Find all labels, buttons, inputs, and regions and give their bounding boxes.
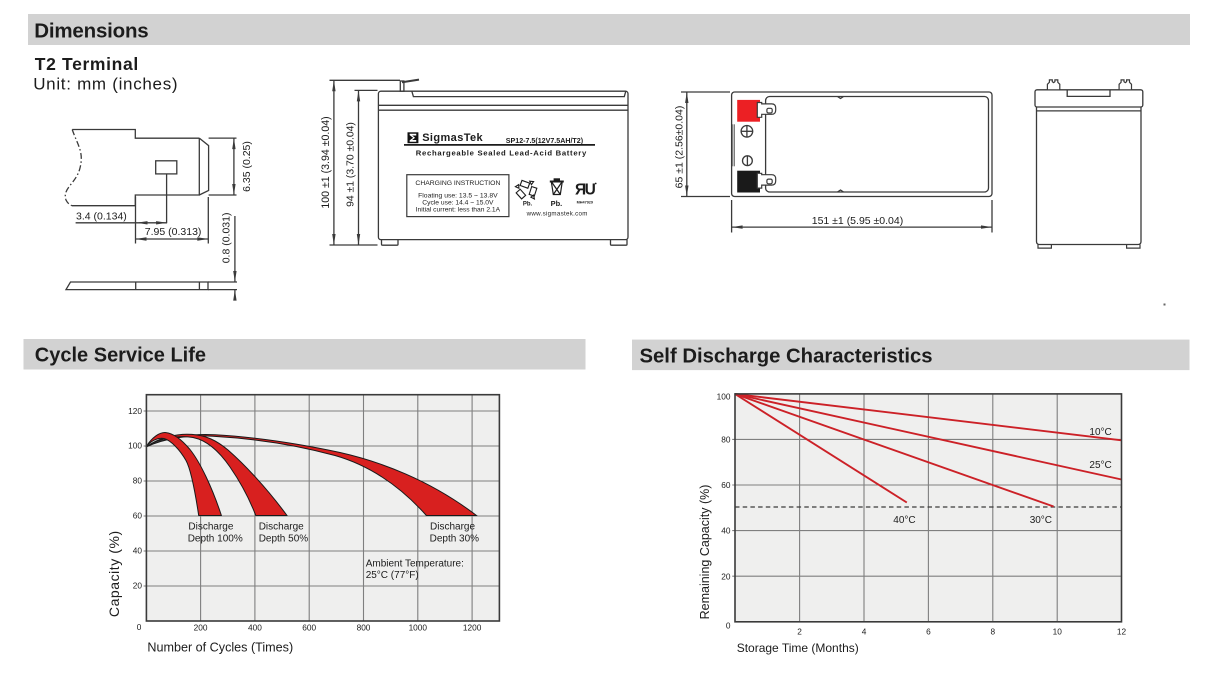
svg-text:MH47929: MH47929 xyxy=(577,201,593,205)
svg-text:ЯU: ЯU xyxy=(575,182,596,199)
svg-text:40°C: 40°C xyxy=(893,515,915,526)
svg-text:Ambient Temperature:: Ambient Temperature: xyxy=(366,559,464,570)
svg-text:100: 100 xyxy=(717,392,731,402)
svg-text:6.35 (0.25): 6.35 (0.25) xyxy=(241,141,253,192)
svg-text:SP12-7.5(12V7.5AH/T2): SP12-7.5(12V7.5AH/T2) xyxy=(506,137,584,145)
svg-text:1200: 1200 xyxy=(463,623,482,633)
svg-text:8: 8 xyxy=(990,627,995,637)
svg-text:20: 20 xyxy=(721,571,731,581)
svg-text:Self Discharge Characteristics: Self Discharge Characteristics xyxy=(640,346,933,368)
svg-text:Initial current: less than 2.1: Initial current: less than 2.1A xyxy=(416,206,501,213)
svg-text:Pb.: Pb. xyxy=(551,199,563,208)
svg-text:Depth 100%: Depth 100% xyxy=(188,534,243,545)
svg-text:100: 100 xyxy=(128,440,142,450)
svg-text:60: 60 xyxy=(721,480,731,490)
svg-text:20: 20 xyxy=(133,580,143,590)
svg-text:3.4 (0.134): 3.4 (0.134) xyxy=(76,211,127,223)
svg-text:151 ±1 (5.95 ±0.04): 151 ±1 (5.95 ±0.04) xyxy=(812,215,904,227)
svg-text:Floating use: 13.5 ~ 13.8V: Floating use: 13.5 ~ 13.8V xyxy=(418,193,498,200)
svg-text:Storage Time (Months): Storage Time (Months) xyxy=(737,641,859,655)
svg-text:1000: 1000 xyxy=(409,623,428,633)
svg-text:www.sigmastek.com: www.sigmastek.com xyxy=(526,211,588,218)
svg-text:Cycle Service Life: Cycle Service Life xyxy=(35,344,206,366)
svg-text:Cycle use: 14.4 ~ 15.0V: Cycle use: 14.4 ~ 15.0V xyxy=(422,199,494,206)
svg-text:80: 80 xyxy=(721,435,731,445)
svg-text:80: 80 xyxy=(133,476,143,486)
svg-text:65 ±1 (2.56±0.04): 65 ±1 (2.56±0.04) xyxy=(674,106,686,189)
svg-text:0.8 (0.031): 0.8 (0.031) xyxy=(220,213,232,264)
svg-text:2: 2 xyxy=(797,627,802,637)
svg-text:Unit: mm (inches): Unit: mm (inches) xyxy=(33,75,178,94)
svg-text:800: 800 xyxy=(357,623,371,633)
svg-text:6: 6 xyxy=(926,627,931,637)
svg-text:Depth 50%: Depth 50% xyxy=(259,534,309,545)
svg-text:4: 4 xyxy=(862,627,867,637)
svg-text:10°C: 10°C xyxy=(1089,427,1111,438)
svg-text:Depth 30%: Depth 30% xyxy=(430,534,480,545)
svg-text:30°C: 30°C xyxy=(1030,515,1052,526)
svg-text:7.95 (0.313): 7.95 (0.313) xyxy=(145,226,202,238)
svg-text:10: 10 xyxy=(1053,627,1063,637)
svg-text:CHARGING INSTRUCTION: CHARGING INSTRUCTION xyxy=(415,180,500,187)
svg-text:25°C: 25°C xyxy=(1089,460,1111,471)
svg-text:120: 120 xyxy=(128,406,142,416)
svg-text:Number of Cycles (Times): Number of Cycles (Times) xyxy=(147,641,293,655)
svg-text:200: 200 xyxy=(194,623,208,633)
svg-text:400: 400 xyxy=(248,623,262,633)
svg-text:Discharge: Discharge xyxy=(259,522,304,533)
svg-text:Pb.: Pb. xyxy=(523,202,533,208)
svg-text:Dimensions: Dimensions xyxy=(34,19,148,42)
svg-text:SigmasTek: SigmasTek xyxy=(422,132,483,144)
svg-text:0: 0 xyxy=(137,622,142,632)
svg-text:60: 60 xyxy=(133,511,143,521)
svg-text:12: 12 xyxy=(1117,627,1127,637)
svg-text:94 ±1 (3.70 ±0.04): 94 ±1 (3.70 ±0.04) xyxy=(346,122,357,207)
svg-text:0: 0 xyxy=(726,621,731,631)
svg-text:Discharge: Discharge xyxy=(188,522,233,533)
svg-text:40: 40 xyxy=(721,526,731,536)
svg-text:40: 40 xyxy=(133,545,143,555)
svg-text:Discharge: Discharge xyxy=(430,522,475,533)
svg-text:T2 Terminal: T2 Terminal xyxy=(35,54,139,74)
svg-text:Rechargeable Sealed Lead-Acid: Rechargeable Sealed Lead-Acid Battery xyxy=(416,149,587,158)
svg-text:100 ±1 (3.94 ±0.04): 100 ±1 (3.94 ±0.04) xyxy=(320,116,332,208)
svg-text:25°C (77°F): 25°C (77°F) xyxy=(366,570,419,581)
svg-text:Remaining Capacity (%): Remaining Capacity (%) xyxy=(698,485,712,620)
svg-text:Capacity (%): Capacity (%) xyxy=(106,530,122,617)
svg-text:600: 600 xyxy=(302,623,316,633)
